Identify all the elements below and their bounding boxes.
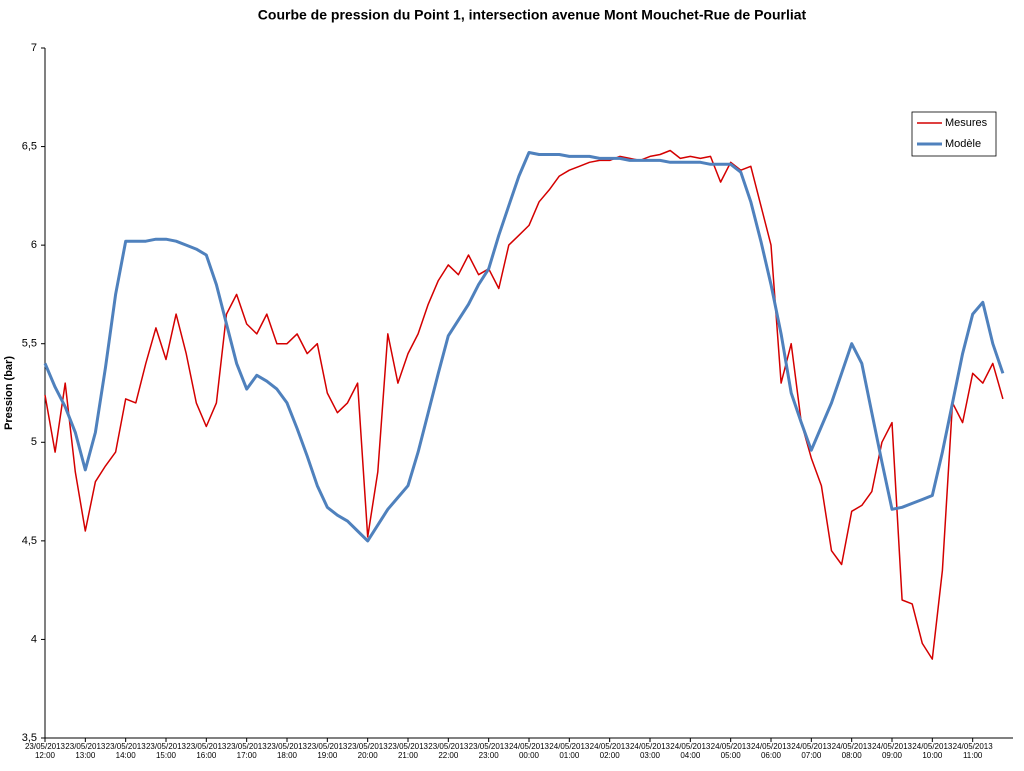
y-tick-label: 7 xyxy=(31,42,37,54)
y-tick-label: 6,5 xyxy=(22,140,37,152)
x-tick-label: 24/05/2013 09:00 xyxy=(871,742,913,760)
x-tick-label: 24/05/2013 00:00 xyxy=(508,742,550,760)
x-tick-label: 24/05/2013 02:00 xyxy=(589,742,630,760)
x-tick-label: 23/05/2013 15:00 xyxy=(145,742,187,760)
y-tick-label: 3,5 xyxy=(22,732,37,744)
x-tick-label: 23/05/2013 14:00 xyxy=(105,742,146,760)
x-tick-label: 23/05/2013 23:00 xyxy=(468,742,509,760)
x-tick-label: 23/05/2013 12:00 xyxy=(24,742,66,760)
x-tick-label: 23/05/2013 22:00 xyxy=(428,742,469,760)
x-tick-label: 24/05/2013 06:00 xyxy=(750,742,792,760)
series-line xyxy=(44,149,1004,660)
x-tick-label: 24/05/2013 04:00 xyxy=(670,742,711,760)
x-tick-label: 24/05/2013 11:00 xyxy=(952,742,993,760)
y-axis-label: Pression (bar) xyxy=(3,356,15,430)
y-tick-label: 5 xyxy=(31,436,37,448)
legend-label: Mesures xyxy=(945,117,988,129)
x-tick-label: 24/05/2013 03:00 xyxy=(629,742,671,760)
x-tick-label: 24/05/2013 01:00 xyxy=(549,742,590,760)
x-tick-label: 24/05/2013 05:00 xyxy=(710,742,751,760)
y-tick-label: 5,5 xyxy=(22,338,37,350)
x-tick-label: 24/05/2013 10:00 xyxy=(912,742,953,760)
x-tick-label: 23/05/2013 20:00 xyxy=(347,742,388,760)
x-tick-label: 24/05/2013 07:00 xyxy=(791,742,832,760)
x-tick-label: 24/05/2013 08:00 xyxy=(831,742,872,760)
x-tick-label: 23/05/2013 18:00 xyxy=(266,742,308,760)
legend-label: Modèle xyxy=(945,138,981,150)
y-tick-label: 4,5 xyxy=(22,535,37,547)
y-tick-label: 6 xyxy=(31,239,37,251)
x-tick-label: 23/05/2013 19:00 xyxy=(307,742,348,760)
x-tick-label: 23/05/2013 17:00 xyxy=(226,742,267,760)
y-tick-label: 4 xyxy=(31,633,37,645)
chart-title: Courbe de pression du Point 1, intersect… xyxy=(258,7,807,23)
x-tick-label: 23/05/2013 16:00 xyxy=(186,742,227,760)
legend-box xyxy=(911,111,997,157)
series-line xyxy=(43,151,1005,543)
x-tick-label: 23/05/2013 21:00 xyxy=(387,742,429,760)
x-tick-label: 23/05/2013 13:00 xyxy=(65,742,106,760)
